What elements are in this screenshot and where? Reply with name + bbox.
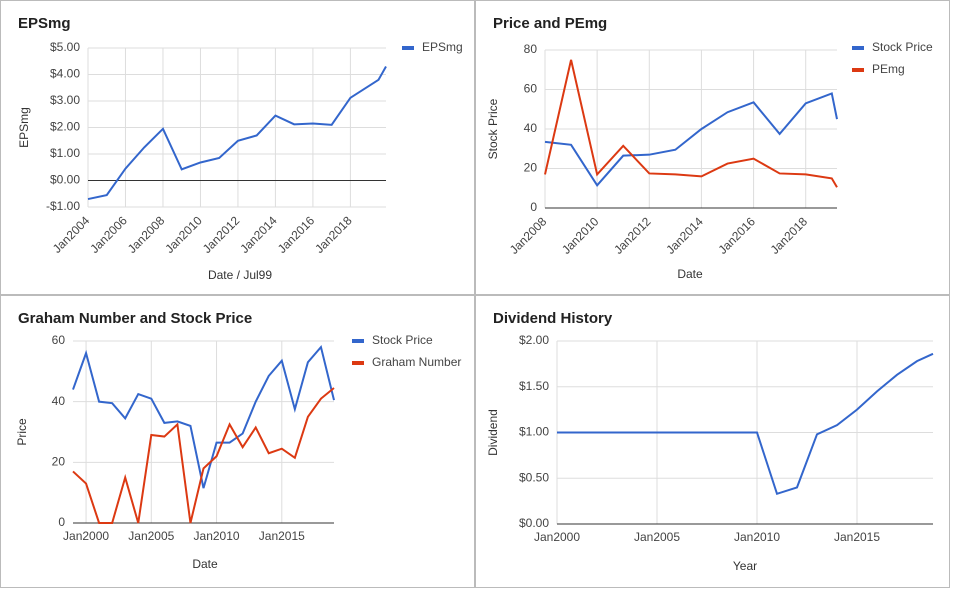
chart-title: Price and PEmg [493,15,607,32]
legend-label: Stock Price [872,40,933,54]
series-line [87,66,387,201]
series-line [544,92,838,187]
panel [475,295,950,588]
panel [0,295,475,588]
y-axis-title: Dividend [486,409,500,456]
x-axis-title: Date [192,557,218,571]
series-line [72,387,335,524]
x-tick-label: Jan2015 [834,530,880,544]
y-axis-title: EPSmg [17,107,31,148]
y-tick-label: $0.00 [519,516,549,530]
y-tick-label: $1.50 [519,379,549,393]
y-tick-label: 60 [52,333,66,347]
y-tick-label: $4.00 [50,67,80,81]
chart-title: Dividend History [493,310,613,327]
y-tick-label: 40 [52,394,66,408]
y-tick-label: $5.00 [50,40,80,54]
y-tick-label: 0 [58,515,65,529]
x-axis-title: Year [733,559,757,573]
chart-title: Graham Number and Stock Price [18,310,252,327]
x-tick-label: Jan2015 [259,529,305,543]
series-line [544,59,838,188]
y-tick-label: 20 [52,455,66,469]
legend-label: PEmg [872,62,905,76]
series-line [557,352,934,496]
y-tick-label: $0.00 [50,173,80,187]
x-tick-label: Jan2000 [534,530,580,544]
series-line [72,344,335,489]
y-axis-title: Price [15,418,29,446]
y-tick-label: $2.00 [50,120,80,134]
x-tick-label: Jan2005 [128,529,174,543]
y-tick-label: 20 [524,161,538,175]
x-axis-title: Date [677,267,703,281]
y-tick-label: 60 [524,82,538,96]
y-tick-label: 80 [524,42,538,56]
y-tick-label: 0 [530,200,537,214]
y-axis-title: Stock Price [486,98,500,159]
legend-label: Stock Price [372,333,433,347]
chart-title: EPSmg [18,15,71,32]
x-tick-label: Jan2000 [63,529,109,543]
legend-label: Graham Number [372,355,461,369]
x-axis-title: Date / Jul99 [208,268,272,282]
y-tick-label: $3.00 [50,93,80,107]
y-tick-label: 40 [524,121,538,135]
y-tick-label: -$1.00 [46,199,80,213]
y-tick-label: $1.00 [519,425,549,439]
x-tick-label: Jan2010 [734,530,780,544]
y-tick-label: $2.00 [519,333,549,347]
y-tick-label: $0.50 [519,470,549,484]
y-tick-label: $1.00 [50,146,80,160]
x-tick-label: Jan2010 [194,529,240,543]
x-tick-label: Jan2005 [634,530,680,544]
legend-label: EPSmg [422,40,463,54]
